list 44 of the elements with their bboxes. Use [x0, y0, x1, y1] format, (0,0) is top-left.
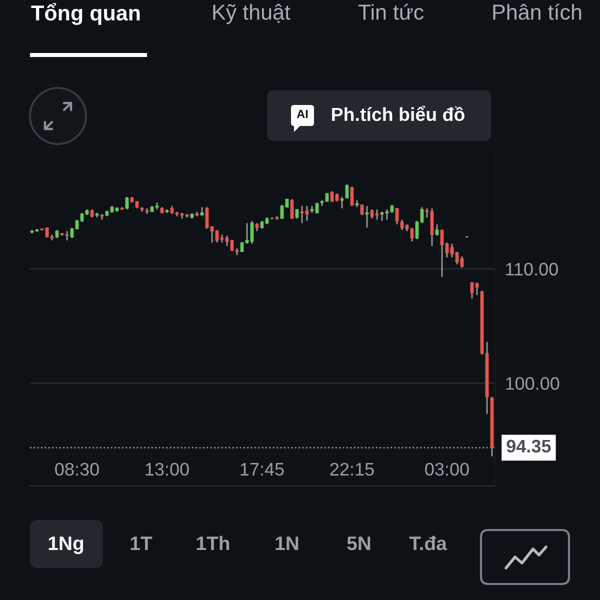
candlestick	[460, 256, 464, 268]
candlestick	[455, 251, 459, 265]
candlestick	[360, 204, 364, 216]
candlestick	[425, 208, 429, 218]
candlestick	[400, 219, 404, 231]
text: Tin tức	[358, 4, 424, 20]
candlestick	[365, 205, 369, 228]
x-tick-label: 22:15	[330, 462, 374, 476]
candlestick	[225, 235, 229, 247]
text: 1N	[276, 536, 298, 550]
candlestick	[295, 208, 299, 220]
ref-line-label: 94.35	[506, 440, 551, 453]
candlestick	[370, 208, 374, 220]
x-tick-label: 17:45	[240, 463, 284, 476]
candlestick	[45, 227, 49, 238]
text: 5N	[347, 536, 370, 550]
text: 1T	[130, 536, 152, 550]
text: AI	[296, 110, 308, 118]
candlestick	[435, 224, 439, 236]
candlestick	[210, 226, 214, 244]
y-tick-label: 110.00	[506, 262, 558, 276]
candlestick	[240, 242, 244, 252]
candlestick	[345, 184, 349, 199]
candlestick	[305, 205, 309, 222]
y-tick-label: 100.00	[506, 377, 560, 390]
candlestick	[380, 211, 384, 222]
x-tick-label: 03:00	[425, 462, 469, 476]
x-tick-label: 08:30	[55, 462, 99, 476]
text: Phân tích	[493, 4, 582, 20]
candlestick	[420, 206, 424, 224]
x-tick-label: 13:00	[146, 462, 189, 476]
candlestick	[245, 222, 249, 244]
text: 1Ng	[48, 536, 84, 554]
text: T.đa	[409, 536, 448, 550]
candlestick	[330, 190, 334, 202]
candlestick	[230, 240, 234, 251]
candlestick	[280, 204, 284, 220]
text: 1Th	[196, 536, 230, 550]
text: Tổng quan	[31, 3, 140, 25]
candlestick	[65, 230, 69, 241]
text: Ph.tích biểu đồ	[332, 106, 464, 122]
candlestick	[410, 227, 414, 242]
text: Kỹ thuật	[213, 4, 290, 24]
candlestick	[375, 208, 379, 220]
